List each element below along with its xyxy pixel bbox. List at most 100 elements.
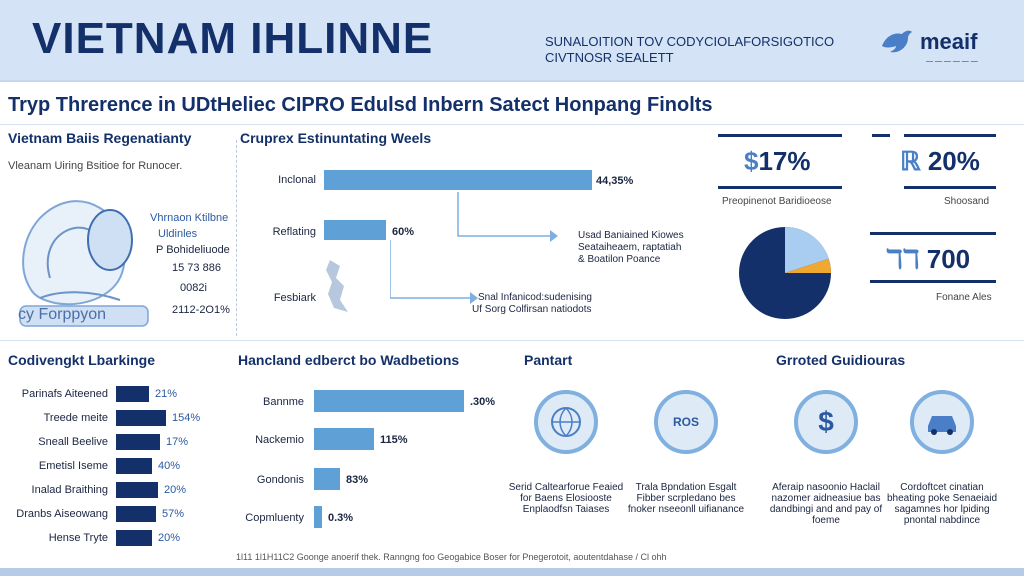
bottom-mid-value: 83% bbox=[346, 474, 369, 486]
annotation-2-line-2: Uf Sorg Colfirsan natiodots bbox=[472, 304, 592, 315]
bottom-left-bar bbox=[116, 458, 152, 474]
bracket-icon: ℝ bbox=[900, 146, 921, 176]
center-bar-1 bbox=[324, 170, 592, 190]
stat-2-tick bbox=[872, 134, 890, 137]
guidance-title: Grroted Guidiouras bbox=[776, 352, 906, 368]
guidance-caption-1: Aferaip nasoonio Haclail nazomer aidneas… bbox=[769, 482, 883, 526]
left-panel-note: Vleanam Uiring Bsitioe for Runocer. bbox=[8, 160, 183, 172]
bottom-left-value: 20% bbox=[158, 532, 181, 544]
stat-1-value: $17% bbox=[744, 146, 811, 176]
center-chart-title: Cruprex Estinuntating Weels bbox=[240, 130, 432, 146]
bottom-left-value: 17% bbox=[166, 436, 189, 448]
stat-2-topline bbox=[904, 134, 996, 137]
bottom-left-label: Inalad Braithing bbox=[31, 484, 108, 496]
pantart-circle-1 bbox=[534, 390, 598, 454]
stat-1-caption: Preopinenot Baridioeose bbox=[722, 196, 832, 207]
map-silhouette-icon bbox=[326, 260, 348, 312]
bottom-mid-value: 115% bbox=[380, 434, 408, 446]
page-title: VIETNAM IHLINNE bbox=[32, 14, 434, 63]
header-subtitle: SUNALOITION TOV CODYCIOLAFORSIGOTICO CIV… bbox=[545, 34, 835, 66]
left-line-3: P Bohideliuode bbox=[156, 244, 230, 256]
center-value-2: 60% bbox=[392, 226, 415, 238]
bottom-mid-bar bbox=[314, 428, 374, 450]
pie-slice-light bbox=[785, 227, 829, 273]
stat-3-bottomline bbox=[870, 280, 996, 283]
bottom-left-bar bbox=[116, 530, 152, 546]
annotation-1-line-3: & Boatilon Poance bbox=[578, 254, 661, 265]
footer-bar bbox=[0, 568, 1024, 576]
bottom-left-label: Sneall Beelive bbox=[38, 436, 108, 448]
bottom-mid-bar bbox=[314, 506, 322, 528]
subtitle-line-1: SUNALOITION TOV CODYCIOLAFORSIGOTICO bbox=[545, 34, 835, 49]
bottom-mid-bar bbox=[314, 468, 340, 490]
stat-2-caption: Shoosand bbox=[944, 196, 990, 207]
annotation-1-line-1: Usad Baniained Kiowes bbox=[578, 230, 684, 241]
connector-lines bbox=[390, 192, 558, 304]
header-banner: VIETNAM IHLINNE SUNALOITION TOV CODYCIOL… bbox=[0, 0, 1024, 80]
annotation-1-line-2: Seataiheaem, raptatiah bbox=[578, 242, 682, 253]
left-line-6: 2112-2O1% bbox=[172, 304, 230, 316]
stat-3-value: ℸℸ 700 bbox=[886, 244, 971, 274]
bottom-left-label: Dranbs Aiseowang bbox=[16, 508, 108, 520]
subtitle-line-2: CIVTNOSR SEALETT bbox=[545, 50, 674, 65]
pie-chart bbox=[739, 227, 831, 319]
pantart-caption-2: Trala Bpndation Esgalt Fibber scrpledano… bbox=[627, 482, 745, 515]
globe-icon bbox=[551, 407, 581, 438]
bottom-left-bar bbox=[116, 386, 149, 402]
guidance-circle-1: $ bbox=[794, 390, 858, 454]
left-line-1: Vhrnaon Ktilbne bbox=[150, 212, 229, 224]
bottom-mid-label: Copmluenty bbox=[245, 512, 304, 524]
pantart-circle-2: ROS bbox=[654, 390, 718, 454]
annotation-2-line-1: Snal Infanicod:sudenising bbox=[478, 292, 592, 303]
stat-3-caption: Fonane Ales bbox=[936, 292, 992, 303]
logo-text: meaif bbox=[920, 29, 978, 54]
bottom-left-label: Treede meite bbox=[43, 412, 108, 424]
stat-1-topline bbox=[718, 134, 842, 137]
mid-divider bbox=[0, 340, 1024, 341]
bottom-mid-label: Gondonis bbox=[256, 474, 304, 486]
left-line-5: 0082i bbox=[180, 282, 207, 294]
car-icon bbox=[928, 416, 956, 435]
handshake-illustration-icon bbox=[19, 200, 149, 327]
pantart-title: Pantart bbox=[524, 352, 573, 368]
stat-1-bottomline bbox=[718, 186, 842, 189]
dollar-icon: $ bbox=[818, 406, 834, 437]
stat-3-topline bbox=[870, 232, 996, 235]
logo-subtext: — — — — — — bbox=[926, 58, 978, 65]
center-label-3: Fesbiark bbox=[273, 292, 316, 304]
center-label-2: Reflating bbox=[272, 226, 316, 238]
heading-divider bbox=[0, 124, 1024, 125]
header-divider bbox=[0, 80, 1024, 82]
footer-note: 1l11 1l1H11C2 Goonge anoerif thek. Ranng… bbox=[236, 552, 667, 562]
figures-icon: ℸℸ bbox=[886, 244, 920, 274]
bird-icon bbox=[882, 30, 912, 53]
bottom-left-value: 40% bbox=[158, 460, 181, 472]
main-heading: Tryp Threrence in UDtHeliec CIPRO Edulsd… bbox=[8, 94, 713, 116]
brand-logo: meaif — — — — — — bbox=[880, 28, 978, 65]
left-line-2: Uldinles bbox=[158, 228, 198, 240]
center-label-1: Inclonal bbox=[278, 174, 316, 186]
bottom-left-bar bbox=[116, 482, 158, 498]
pie-slice-accent bbox=[785, 258, 831, 273]
bottom-left-value: 57% bbox=[162, 508, 185, 520]
guidance-circle-2 bbox=[910, 390, 974, 454]
bottom-left-value: 20% bbox=[164, 484, 187, 496]
illustration-caption: cy Forppyon bbox=[18, 306, 107, 323]
bottom-mid-value: .30% bbox=[470, 396, 496, 408]
bottom-mid-label: Nackemio bbox=[255, 434, 304, 446]
bottom-mid-value: 0.3% bbox=[328, 512, 354, 524]
center-bar-2 bbox=[324, 220, 386, 240]
left-line-4: 15 73 886 bbox=[172, 262, 221, 274]
bottom-mid-bar bbox=[314, 390, 464, 412]
bottom-left-value: 21% bbox=[155, 388, 178, 400]
stat-2-value: ℝ 20% bbox=[900, 146, 980, 176]
bottom-left-bar bbox=[116, 410, 166, 426]
left-panel-divider bbox=[236, 140, 237, 336]
bottom-left-bar bbox=[116, 506, 156, 522]
bottom-left-label: Hense Tryte bbox=[48, 532, 108, 544]
stat-2-bottomline bbox=[904, 186, 996, 189]
bottom-left-label: Parinafs Aiteened bbox=[21, 388, 108, 400]
badge-icon: ROS bbox=[672, 415, 699, 429]
bottom-left-title: Codivengkt Lbarkinge bbox=[8, 352, 156, 368]
bottom-left-value: 154% bbox=[172, 412, 201, 424]
